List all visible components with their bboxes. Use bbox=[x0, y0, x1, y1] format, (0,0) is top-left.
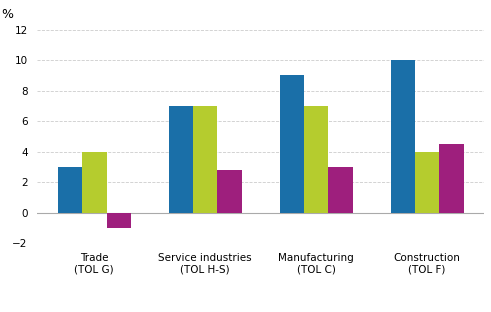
Bar bbox=[279, 76, 304, 213]
Bar bbox=[193, 106, 218, 213]
Bar bbox=[218, 170, 242, 213]
Bar bbox=[439, 144, 464, 213]
Bar bbox=[107, 213, 131, 228]
Bar bbox=[390, 60, 415, 213]
Legend: 2017, 2018, 2019: 2017, 2018, 2019 bbox=[183, 309, 338, 312]
Bar bbox=[57, 167, 82, 213]
Bar bbox=[328, 167, 353, 213]
Bar bbox=[304, 106, 328, 213]
Bar bbox=[415, 152, 439, 213]
Bar bbox=[168, 106, 193, 213]
Bar bbox=[82, 152, 107, 213]
Text: %: % bbox=[1, 8, 14, 21]
